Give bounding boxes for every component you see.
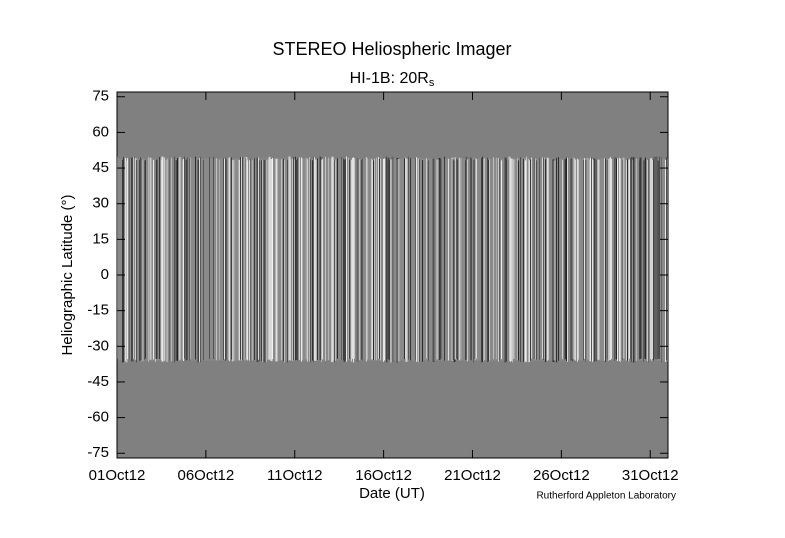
subtitle-subscript: s bbox=[429, 77, 435, 89]
y-tick-label: -60 bbox=[87, 409, 109, 426]
y-tick-label: -45 bbox=[87, 373, 109, 390]
x-axis-label: Date (UT) bbox=[359, 485, 425, 502]
y-tick-label: 30 bbox=[92, 195, 109, 212]
x-tick-label: 06Oct12 bbox=[178, 467, 235, 484]
x-tick-label: 26Oct12 bbox=[533, 467, 590, 484]
y-tick-label: -15 bbox=[87, 302, 109, 319]
y-tick-label: 75 bbox=[92, 88, 109, 105]
y-tick-label: -75 bbox=[87, 444, 109, 461]
x-tick-label: 01Oct12 bbox=[89, 467, 146, 484]
subtitle-text: HI-1B: 20R bbox=[350, 70, 429, 87]
y-tick-label: -30 bbox=[87, 337, 109, 354]
y-tick-label: 60 bbox=[92, 123, 109, 140]
chart-subtitle: HI-1B: 20Rs bbox=[350, 70, 435, 89]
x-tick-label: 16Oct12 bbox=[355, 467, 412, 484]
credit: Rutherford Appleton Laboratory bbox=[536, 491, 676, 502]
x-tick-label: 21Oct12 bbox=[444, 467, 501, 484]
x-tick-label: 31Oct12 bbox=[622, 467, 679, 484]
streak-texture bbox=[117, 156, 668, 363]
y-tick-label: 15 bbox=[92, 230, 109, 247]
y-tick-label: 0 bbox=[101, 266, 109, 283]
x-tick-label: 11Oct12 bbox=[267, 467, 323, 484]
chart-title: STEREO Heliospheric Imager bbox=[272, 39, 511, 59]
y-tick-label: 45 bbox=[92, 159, 109, 176]
y-axis-label: Heliographic Latitude (°) bbox=[59, 194, 76, 355]
